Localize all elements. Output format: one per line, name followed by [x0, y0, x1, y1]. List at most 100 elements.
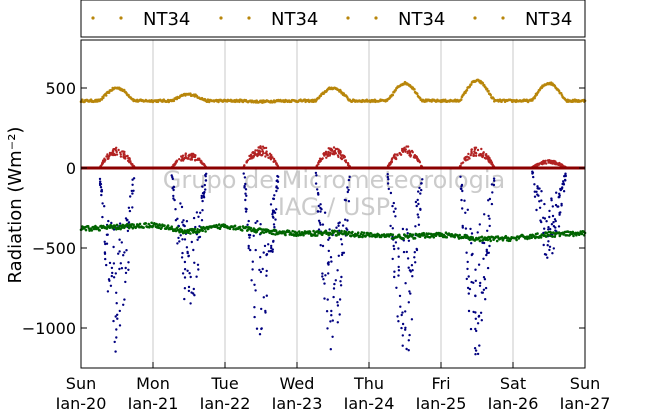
point — [183, 268, 187, 271]
point — [533, 96, 536, 100]
point — [269, 155, 272, 158]
point — [474, 311, 477, 314]
point — [348, 231, 351, 234]
point — [115, 150, 118, 154]
point — [335, 234, 338, 237]
point — [351, 230, 354, 234]
point — [515, 238, 518, 242]
point — [247, 219, 250, 223]
point — [318, 160, 321, 163]
point — [120, 267, 124, 270]
point — [417, 202, 420, 206]
point — [406, 232, 409, 235]
point — [548, 248, 551, 252]
point — [254, 221, 257, 225]
point — [115, 291, 118, 294]
point — [233, 224, 237, 228]
point — [199, 229, 202, 232]
point — [319, 210, 322, 213]
y-tick-label: −1000 — [22, 319, 76, 338]
point — [115, 146, 118, 149]
point — [260, 307, 263, 311]
point — [411, 275, 414, 278]
point — [484, 298, 487, 301]
point — [268, 152, 272, 155]
point — [548, 245, 552, 248]
point — [559, 92, 563, 95]
point — [119, 155, 123, 158]
point — [397, 255, 400, 258]
point — [559, 211, 562, 214]
point — [328, 228, 331, 231]
point — [251, 155, 254, 158]
series-shortwave-incoming — [98, 170, 567, 356]
point — [493, 179, 496, 182]
point — [317, 204, 320, 208]
point — [470, 148, 473, 152]
point — [459, 98, 463, 101]
point — [490, 162, 493, 166]
point — [477, 315, 480, 318]
point — [123, 251, 126, 254]
point — [347, 188, 350, 192]
x-tick-label-date: Jan-20 — [55, 394, 107, 409]
point — [264, 155, 267, 158]
point — [101, 215, 104, 219]
point — [469, 327, 473, 331]
point — [243, 184, 246, 188]
point — [348, 175, 351, 179]
point — [128, 209, 132, 213]
point — [407, 339, 410, 342]
x-tick-label-day: Wed — [280, 374, 315, 393]
point — [271, 213, 274, 216]
point — [170, 225, 173, 228]
point — [183, 260, 187, 264]
point — [490, 202, 494, 206]
point — [274, 218, 277, 221]
point — [197, 268, 200, 271]
point — [251, 268, 254, 271]
point — [172, 197, 175, 200]
point — [157, 226, 161, 230]
point — [327, 233, 331, 237]
point — [333, 229, 337, 233]
point — [319, 223, 322, 226]
point — [84, 228, 88, 232]
point — [131, 206, 134, 209]
point — [160, 226, 163, 229]
point — [297, 230, 301, 233]
point — [287, 229, 291, 233]
point — [106, 153, 109, 156]
point — [393, 275, 396, 279]
point — [406, 145, 410, 148]
point — [558, 192, 561, 195]
point — [244, 182, 247, 186]
point — [486, 157, 489, 160]
point — [548, 215, 551, 219]
point — [337, 254, 340, 257]
point — [470, 253, 473, 257]
point — [389, 160, 393, 163]
point — [411, 233, 415, 236]
point — [297, 234, 300, 237]
x-tick-label-day: Sat — [500, 374, 526, 393]
point — [189, 275, 192, 279]
point — [186, 251, 189, 255]
point — [479, 311, 483, 314]
point — [101, 202, 104, 205]
point — [413, 88, 416, 91]
point — [344, 218, 347, 221]
point — [404, 150, 407, 153]
series-layer — [79, 78, 587, 356]
point — [338, 313, 341, 316]
point — [326, 327, 329, 330]
x-tick-label-date: Jan-24 — [343, 394, 395, 409]
point — [247, 244, 250, 248]
point — [109, 284, 113, 287]
point — [180, 256, 184, 259]
point — [189, 302, 192, 305]
point — [181, 221, 184, 224]
point — [267, 243, 270, 246]
point — [107, 155, 110, 159]
point — [482, 241, 486, 245]
